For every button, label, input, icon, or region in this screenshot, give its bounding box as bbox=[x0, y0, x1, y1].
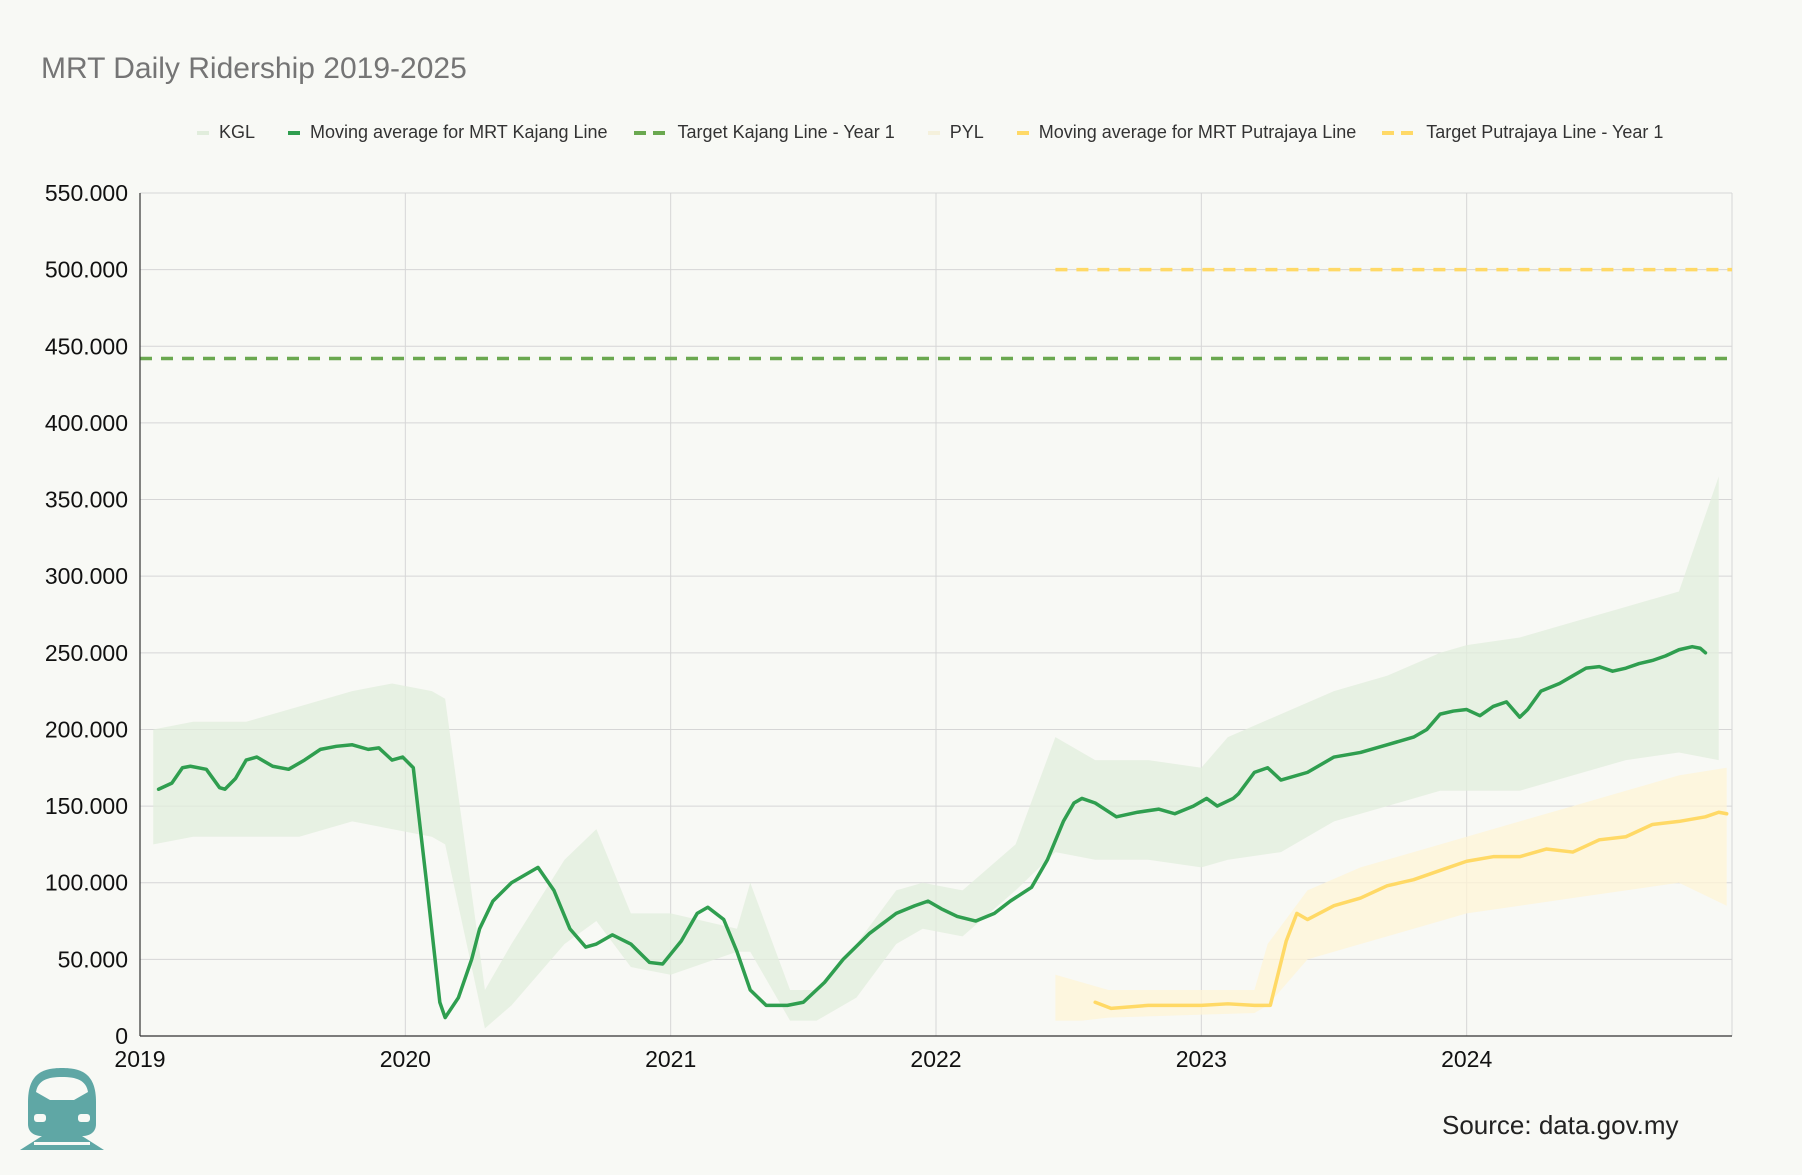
x-tick-label: 2021 bbox=[645, 1046, 696, 1072]
legend-swatch-putrajaya-target bbox=[1382, 130, 1417, 135]
series-line-moving-average-for-mrt-kajang-line bbox=[156, 644, 1708, 1020]
legend-item-kgl[interactable]: KGL bbox=[190, 122, 255, 143]
legend-swatch-pyl bbox=[927, 130, 940, 135]
y-tick-label: 150.000 bbox=[45, 793, 128, 819]
series-band-pyl bbox=[1055, 767, 1727, 1021]
y-tick-label: 300.000 bbox=[45, 563, 128, 589]
legend-item-putrajaya-target[interactable]: Target Putrajaya Line - Year 1 bbox=[1382, 122, 1663, 143]
y-tick-label: 200.000 bbox=[45, 716, 128, 742]
y-tick-label: 400.000 bbox=[45, 410, 128, 436]
legend-item-putrajaya-ma[interactable]: Moving average for MRT Putrajaya Line bbox=[1010, 122, 1357, 143]
y-tick-label: 550.000 bbox=[45, 180, 128, 206]
series-line-moving-average-for-mrt-putrajaya-line bbox=[1093, 810, 1729, 1011]
y-tick-label: 500.000 bbox=[45, 257, 128, 283]
x-tick-label: 2019 bbox=[114, 1046, 165, 1072]
legend-label-pyl: PYL bbox=[949, 122, 984, 142]
legend-item-kajang-ma[interactable]: Moving average for MRT Kajang Line bbox=[281, 122, 608, 143]
y-tick-label: 100.000 bbox=[45, 870, 128, 896]
legend-label-kajang-target: Target Kajang Line - Year 1 bbox=[677, 122, 895, 142]
legend-label-kgl: KGL bbox=[219, 122, 256, 142]
x-tick-label: 2024 bbox=[1441, 1046, 1492, 1072]
chart-title: MRT Daily Ridership 2019-2025 bbox=[41, 52, 467, 85]
y-tick-label: 250.000 bbox=[45, 640, 128, 666]
legend-swatch-kgl bbox=[197, 130, 209, 135]
y-tick-label: 0 bbox=[115, 1023, 128, 1049]
legend-label-kajang-ma: Moving average for MRT Kajang Line bbox=[310, 122, 608, 142]
train-icon bbox=[14, 1062, 110, 1157]
legend-swatch-kajang-target bbox=[633, 130, 668, 135]
legend-item-pyl[interactable]: PYL bbox=[921, 122, 984, 143]
legend-swatch-putrajaya-ma bbox=[1016, 130, 1029, 135]
legend: KGL Moving average for MRT Kajang Line T… bbox=[190, 122, 1689, 143]
legend-swatch-kajang-ma bbox=[288, 130, 301, 135]
legend-label-putrajaya-ma: Moving average for MRT Putrajaya Line bbox=[1038, 122, 1357, 142]
series-band-kgl bbox=[153, 476, 1719, 1029]
x-tick-label: 2022 bbox=[910, 1046, 961, 1072]
legend-item-kajang-target[interactable]: Target Kajang Line - Year 1 bbox=[633, 122, 895, 143]
y-tick-label: 450.000 bbox=[45, 333, 128, 359]
y-tick-label: 50.000 bbox=[58, 946, 128, 972]
legend-label-putrajaya-target: Target Putrajaya Line - Year 1 bbox=[1426, 122, 1664, 142]
band-layer bbox=[153, 476, 1727, 1029]
x-tick-label: 2020 bbox=[380, 1046, 431, 1072]
source-note: Source: data.gov.my bbox=[1442, 1110, 1679, 1140]
y-tick-label: 350.000 bbox=[45, 487, 128, 513]
line-layer bbox=[140, 267, 1732, 1020]
axis-layer: 0 50.000 100.000 150.000 200.000 250.000 300.0… bbox=[45, 180, 1732, 1072]
x-tick-label: 2023 bbox=[1176, 1046, 1227, 1072]
